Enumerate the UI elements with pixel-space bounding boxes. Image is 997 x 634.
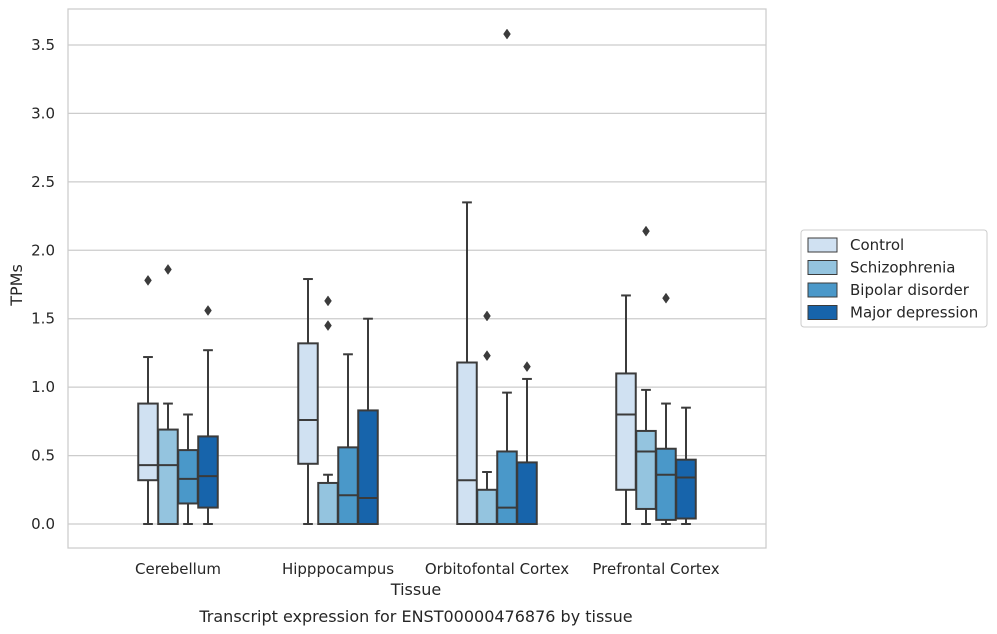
outlier-point	[503, 28, 511, 40]
x-tick-label: Hipppocampus	[282, 560, 394, 578]
box-body	[516, 461, 538, 525]
outlier-point	[324, 295, 332, 307]
box-bipolar-disorder	[177, 413, 199, 525]
y-tick-label: 0.5	[31, 447, 55, 465]
legend-frame	[800, 229, 988, 328]
legend-label: Schizophrenia	[850, 259, 955, 277]
legend-swatch	[807, 260, 838, 275]
box-body	[197, 435, 219, 509]
box-schizophrenia	[635, 225, 657, 525]
box-control	[456, 201, 478, 525]
outlier-point	[642, 225, 650, 237]
x-axis-label: Tissue	[390, 580, 441, 599]
box-bipolar-disorder	[337, 353, 359, 525]
plot-area-frame	[67, 8, 767, 549]
y-tick-label: 2.0	[31, 241, 55, 259]
outlier-point	[662, 292, 670, 304]
outlier-point	[324, 320, 332, 331]
box-body	[337, 446, 359, 525]
legend-label: Major depression	[850, 304, 978, 322]
box-body	[317, 481, 339, 526]
y-tick-label: 1.5	[31, 310, 55, 328]
legend: Control Schizophrenia Bipolar disorder Majo…	[800, 229, 988, 328]
box-body	[297, 342, 319, 465]
box-schizophrenia	[476, 310, 498, 525]
boxplots	[137, 28, 697, 526]
y-tick-label: 0.0	[31, 515, 55, 533]
box-body	[137, 402, 159, 482]
outlier-point	[144, 274, 152, 286]
outlier-point	[523, 361, 531, 373]
y-tick-label: 1.0	[31, 378, 55, 396]
box-body	[476, 488, 498, 525]
box-schizophrenia	[157, 264, 179, 525]
x-tick-label: Orbitofontal Cortex	[425, 560, 569, 578]
x-tick-label: Prefrontal Cortex	[592, 560, 719, 578]
legend-swatch	[807, 237, 838, 253]
y-tick-label: 3.0	[31, 104, 55, 122]
box-major-depression	[675, 406, 697, 525]
box-body	[177, 449, 199, 505]
y-tick-label: 3.5	[31, 36, 55, 54]
y-tick-label: 2.5	[31, 173, 55, 191]
box-body	[655, 447, 677, 521]
box-control	[297, 278, 319, 525]
box-schizophrenia	[317, 295, 339, 526]
outlier-point	[483, 350, 491, 362]
box-body	[615, 372, 637, 491]
box-body	[675, 458, 697, 520]
box-bipolar-disorder	[655, 292, 677, 525]
box-major-depression	[197, 305, 219, 525]
box-body	[456, 361, 478, 525]
x-tick-labels: Cerebellum Hipppocampus Orbitofontal Corte…	[135, 560, 720, 578]
box-control	[615, 294, 637, 525]
outlier-point	[164, 264, 172, 275]
outlier-point	[204, 305, 212, 316]
legend-swatch	[807, 282, 838, 298]
box-body	[357, 409, 379, 525]
box-major-depression	[516, 361, 538, 525]
box-body	[157, 428, 179, 525]
y-tick-labels: 0.0 0.5 1.0 1.5 2.0 2.5 3.0 3.5	[31, 36, 55, 533]
legend-swatch	[807, 305, 838, 320]
box-bipolar-disorder	[496, 28, 518, 526]
y-axis-label: TPMs	[7, 264, 26, 307]
x-tick-label: Cerebellum	[135, 560, 221, 578]
box-control	[137, 274, 159, 525]
box-body	[635, 429, 657, 510]
box-major-depression	[357, 317, 379, 525]
legend-label: Control	[850, 236, 904, 254]
box-body	[496, 450, 518, 526]
legend-label: Bipolar disorder	[850, 281, 970, 299]
chart-caption: Transcript expression for ENST0000047687…	[198, 607, 632, 626]
outlier-point	[483, 310, 491, 322]
